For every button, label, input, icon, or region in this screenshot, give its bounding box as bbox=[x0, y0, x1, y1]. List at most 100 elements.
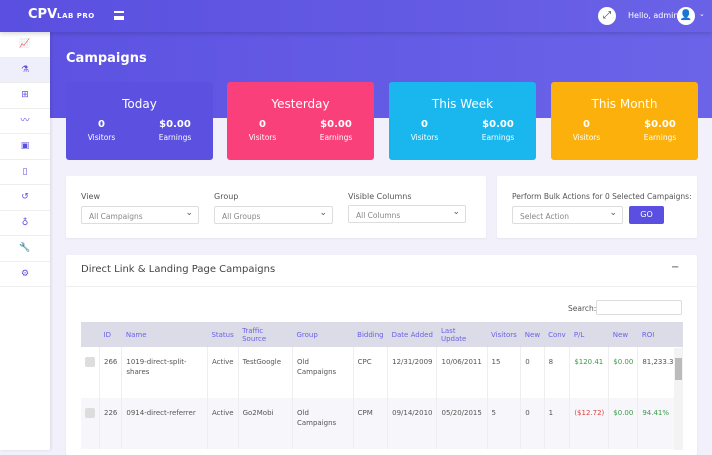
visitors-stat: 0 Visitors bbox=[249, 119, 277, 142]
chart-line-icon[interactable]: 📈 bbox=[0, 32, 50, 58]
column-header[interactable] bbox=[81, 322, 100, 347]
collapse-button[interactable]: − bbox=[671, 262, 680, 273]
row-checkbox[interactable] bbox=[85, 357, 95, 367]
table-cell: $0.00 bbox=[608, 398, 639, 449]
visitors-value: 0 bbox=[583, 119, 590, 130]
greeting[interactable]: Hello, admin bbox=[628, 11, 679, 20]
group-select[interactable]: All Groups bbox=[214, 206, 333, 224]
go-button[interactable]: GO bbox=[629, 206, 664, 224]
table-cell: Old Campaigns bbox=[292, 398, 354, 449]
table-cell: $0.00 bbox=[608, 347, 639, 398]
column-header[interactable]: ROI bbox=[637, 322, 683, 347]
column-header[interactable]: Visitors bbox=[487, 322, 521, 347]
avatar[interactable]: 👤 bbox=[677, 7, 695, 25]
table-cell: Active bbox=[207, 347, 239, 398]
table-cell: 1 bbox=[544, 398, 571, 449]
logo[interactable]: CPVLAB PRO bbox=[28, 7, 95, 22]
page-title: Campaigns bbox=[66, 51, 147, 66]
view-label: View bbox=[81, 192, 100, 201]
earnings-value: $0.00 bbox=[644, 119, 676, 130]
group-label: Group bbox=[214, 192, 239, 201]
row-checkbox-cell bbox=[81, 398, 100, 449]
logo-text: CPV bbox=[28, 7, 58, 22]
history-icon[interactable]: ↺ bbox=[0, 185, 50, 211]
column-header[interactable]: New bbox=[520, 322, 545, 347]
row-checkbox-cell bbox=[81, 347, 100, 398]
chevron-down-icon[interactable]: ⌄ bbox=[699, 10, 705, 18]
table-cell: 0 bbox=[520, 398, 545, 449]
card-title: Today bbox=[122, 97, 157, 111]
card-title: This Week bbox=[431, 97, 494, 111]
table-cell: 226 bbox=[99, 398, 123, 449]
table-cell: 0914-direct-referrer bbox=[121, 398, 208, 449]
bulk-action-select[interactable]: Select Action bbox=[512, 206, 623, 224]
column-header[interactable]: Traffic Source bbox=[238, 322, 293, 347]
divider bbox=[66, 286, 697, 287]
campaigns-table: ID Name Status Traffic Source Group Bidding Da… bbox=[81, 322, 683, 449]
card-title: Yesterday bbox=[271, 97, 330, 111]
row-checkbox[interactable] bbox=[85, 408, 95, 418]
logo-subtext: LAB PRO bbox=[57, 12, 95, 20]
menu-toggle-icon[interactable] bbox=[114, 11, 124, 20]
clipboard-icon[interactable]: ▯ bbox=[0, 160, 50, 185]
column-header[interactable]: Name bbox=[121, 322, 208, 347]
column-header[interactable]: ID bbox=[99, 322, 122, 347]
table-cell: 05/20/2015 bbox=[436, 398, 488, 449]
earnings-label: Earnings bbox=[643, 133, 677, 142]
earnings-stat: $0.00 Earnings bbox=[644, 119, 677, 142]
table-cell: TestGoogle bbox=[238, 347, 293, 398]
chart-area-icon[interactable]: 〰 bbox=[0, 109, 50, 134]
table-cell: 10/06/2011 bbox=[436, 347, 488, 398]
table-cell: $120.41 bbox=[569, 347, 610, 398]
lightbulb-icon[interactable]: ♁ bbox=[0, 211, 50, 236]
table-row[interactable]: 266 1019-direct-split-shares Active TestGoo… bbox=[81, 347, 683, 398]
sidebar: 📈 ⚗ ⊞ 〰 ▣ ▯ ↺ ♁ 🔧 ⚙ bbox=[0, 32, 50, 450]
visitors-value: 0 bbox=[98, 119, 105, 130]
visitors-label: Visitors bbox=[248, 133, 277, 142]
flask-icon[interactable]: ⚗ bbox=[0, 57, 50, 83]
visitors-label: Visitors bbox=[87, 133, 116, 142]
briefcase-icon[interactable]: ▣ bbox=[0, 134, 50, 160]
table-cell: Go2Mobi bbox=[238, 398, 293, 449]
table-cell: 09/14/2010 bbox=[387, 398, 438, 449]
column-header[interactable]: P/L bbox=[569, 322, 609, 347]
cog-icon[interactable]: ⚙ bbox=[0, 262, 50, 287]
table-cell: CPM bbox=[353, 398, 389, 449]
visitors-stat: 0 Visitors bbox=[88, 119, 116, 142]
stat-card-0: Today 0 Visitors $0.00 Earnings bbox=[66, 82, 213, 160]
fullscreen-icon[interactable]: ⤢ bbox=[598, 7, 616, 25]
column-header[interactable]: Date Added bbox=[387, 322, 437, 347]
view-select[interactable]: All Campaigns bbox=[81, 206, 199, 224]
wrench-icon[interactable]: 🔧 bbox=[0, 236, 50, 262]
scrollbar-thumb[interactable] bbox=[675, 358, 682, 380]
visitors-value: 0 bbox=[259, 119, 266, 130]
earnings-stat: $0.00 Earnings bbox=[482, 119, 515, 142]
visitors-stat: 0 Visitors bbox=[573, 119, 601, 142]
table-cell: 0 bbox=[520, 347, 545, 398]
table-cell: Old Campaigns bbox=[292, 347, 354, 398]
table-cell: 15 bbox=[487, 347, 522, 398]
earnings-label: Earnings bbox=[481, 133, 515, 142]
column-header[interactable]: Group bbox=[292, 322, 354, 347]
earnings-label: Earnings bbox=[319, 133, 353, 142]
column-header[interactable]: Last Update bbox=[436, 322, 488, 347]
table-row[interactable]: 226 0914-direct-referrer Active Go2Mobi Old … bbox=[81, 398, 683, 449]
column-header[interactable]: Status bbox=[207, 322, 239, 347]
plus-square-icon[interactable]: ⊞ bbox=[0, 83, 50, 109]
earnings-stat: $0.00 Earnings bbox=[159, 119, 192, 142]
search-input[interactable] bbox=[596, 300, 682, 315]
columns-label: Visible Columns bbox=[348, 192, 412, 201]
column-header[interactable]: Conv bbox=[544, 322, 570, 347]
stat-card-3: This Month 0 Visitors $0.00 Earnings bbox=[551, 82, 698, 160]
earnings-value: $0.00 bbox=[482, 119, 514, 130]
table-cell: CPC bbox=[353, 347, 389, 398]
table-scrollbar[interactable] bbox=[674, 348, 683, 450]
table-cell: Active bbox=[207, 398, 239, 449]
top-header: CPVLAB PRO ⤢ Hello, admin 👤 ⌄ bbox=[0, 0, 712, 32]
card-title: This Month bbox=[591, 97, 658, 111]
column-header[interactable]: New bbox=[608, 322, 638, 347]
bulk-label: Perform Bulk Actions for 0 Selected Camp… bbox=[512, 192, 692, 201]
earnings-label: Earnings bbox=[158, 133, 192, 142]
columns-select[interactable]: All Columns bbox=[348, 205, 466, 223]
column-header[interactable]: Bidding bbox=[353, 322, 388, 347]
